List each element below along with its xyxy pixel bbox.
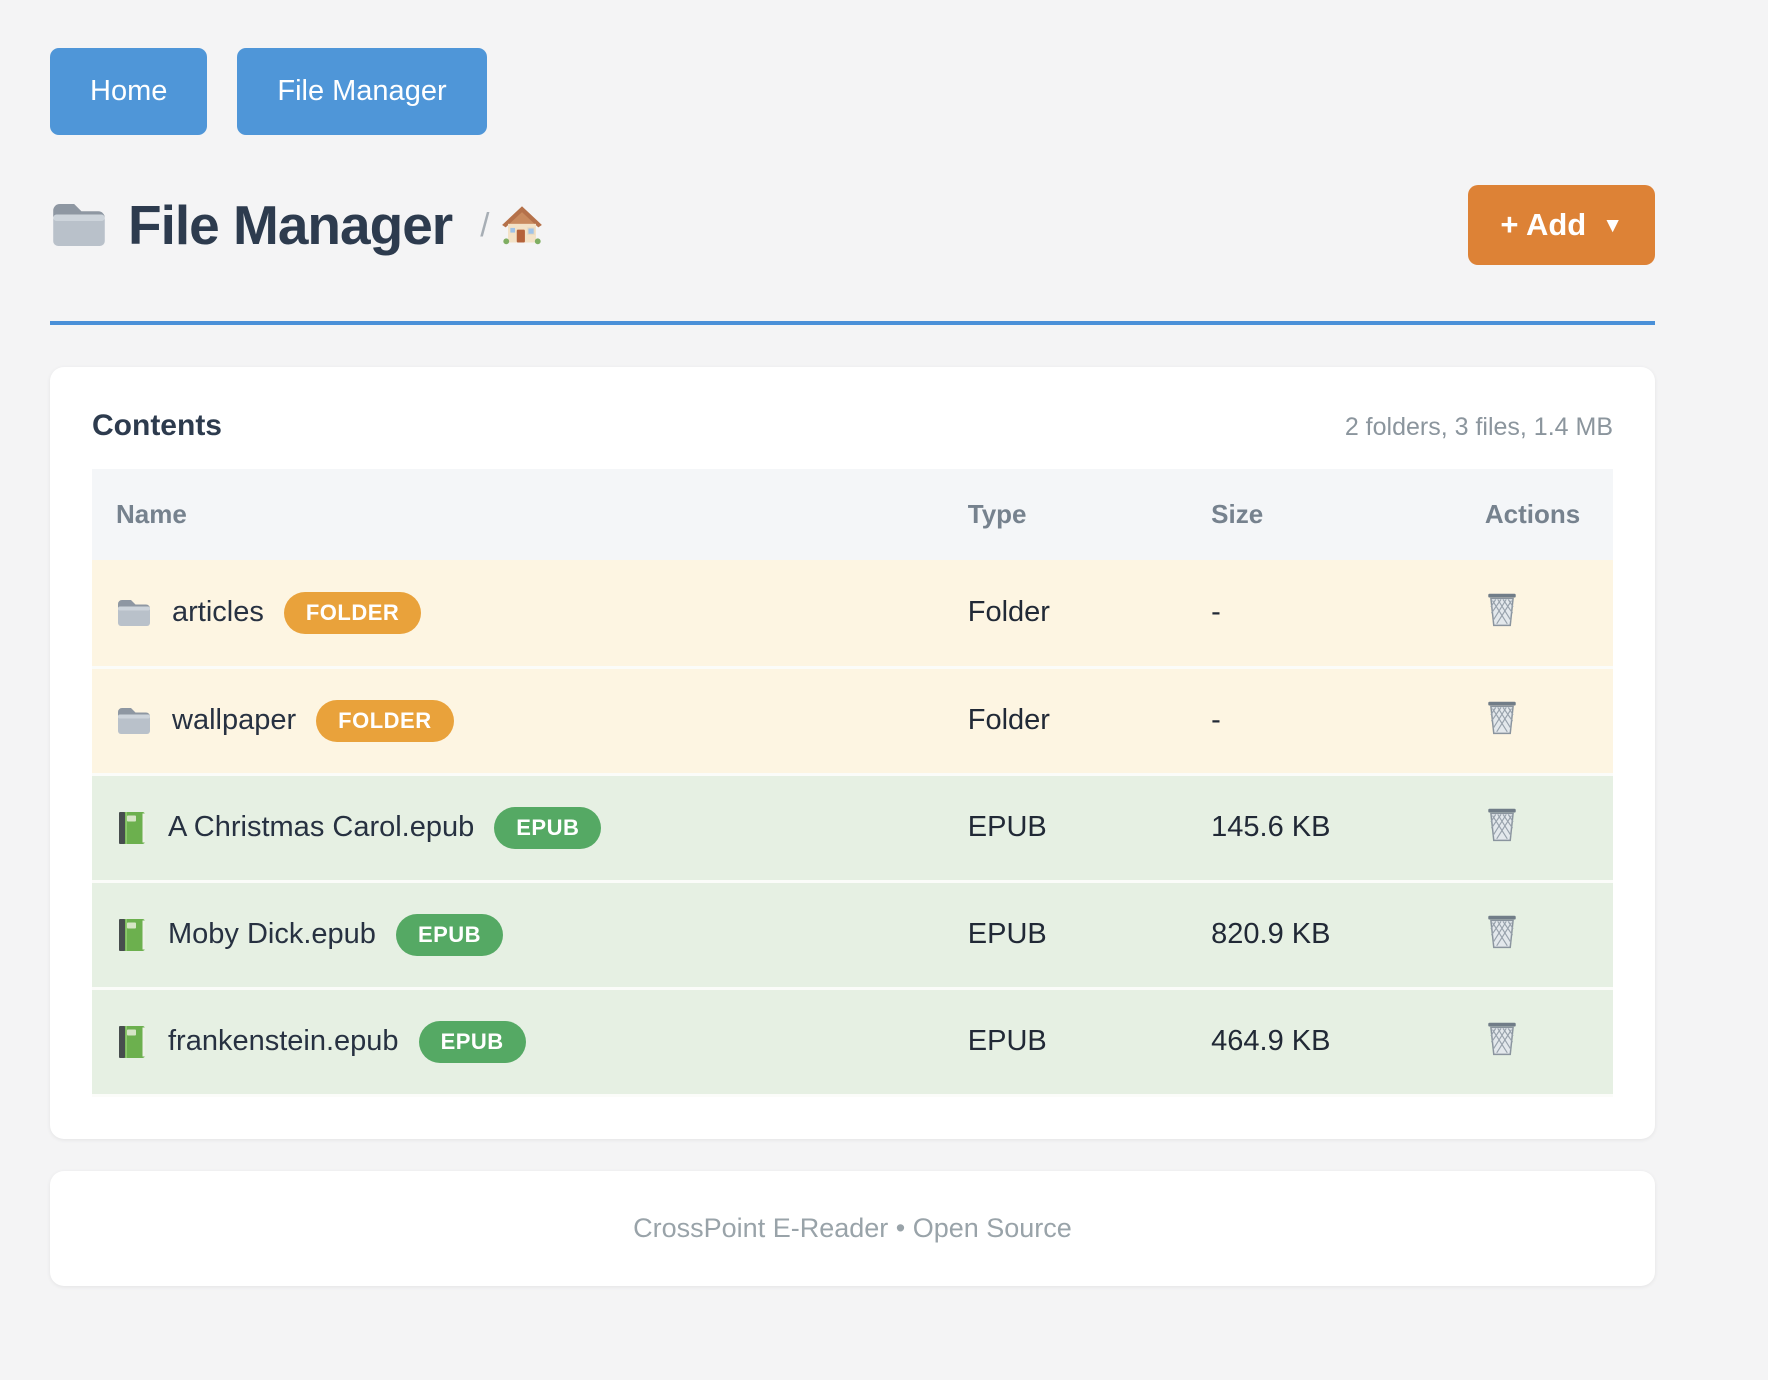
column-header-size: Size — [1187, 469, 1461, 560]
contents-card-header: Contents 2 folders, 3 files, 1.4 MB — [92, 409, 1613, 443]
add-button-label: + Add — [1500, 207, 1587, 242]
top-nav: Home File Manager — [50, 48, 1655, 135]
trash-icon[interactable] — [1485, 590, 1519, 628]
row-name-cell: frankenstein.epub EPUB — [92, 988, 944, 1097]
contents-summary: 2 folders, 3 files, 1.4 MB — [1344, 413, 1613, 441]
table-row[interactable]: wallpaper FOLDER Folder - — [92, 667, 1613, 776]
row-name-label: frankenstein.epub — [168, 1025, 399, 1057]
contents-table-body: articles FOLDER Folder - — [92, 560, 1613, 1097]
row-name-label: wallpaper — [172, 704, 297, 736]
row-size: 145.6 KB — [1187, 774, 1461, 883]
row-type: EPUB — [943, 988, 1188, 1097]
row-name-label: A Christmas Carol.epub — [168, 811, 475, 843]
green-book-icon — [119, 918, 145, 951]
row-name-label: Moby Dick.epub — [168, 918, 376, 950]
home-icon[interactable] — [501, 204, 543, 246]
folder-icon — [53, 204, 105, 246]
row-name-cell: Moby Dick.epub EPUB — [92, 881, 944, 990]
row-size: 820.9 KB — [1187, 881, 1461, 990]
trash-icon[interactable] — [1485, 912, 1519, 950]
table-row[interactable]: frankenstein.epub EPUB EPUB 464.9 KB — [92, 988, 1613, 1097]
row-name-cell: articles FOLDER — [92, 560, 944, 669]
row-type: Folder — [943, 667, 1188, 776]
files-table: Name Type Size Actions articles FOLDER F… — [92, 469, 1613, 1097]
title-row: File Manager / + Add ▼ — [50, 185, 1655, 265]
row-actions-cell — [1460, 881, 1613, 990]
row-size: - — [1187, 667, 1461, 776]
trash-icon[interactable] — [1485, 1019, 1519, 1057]
file-manager-button[interactable]: File Manager — [237, 48, 487, 135]
row-badge: FOLDER — [283, 591, 422, 634]
files-table-header-row: Name Type Size Actions — [92, 469, 1613, 560]
row-badge: EPUB — [494, 806, 602, 849]
column-header-actions: Actions — [1460, 469, 1613, 560]
page: Home File Manager File Manager / + Add — [50, 48, 1655, 1286]
table-row[interactable]: Moby Dick.epub EPUB EPUB 820.9 KB — [92, 881, 1613, 990]
add-button[interactable]: + Add ▼ — [1468, 185, 1655, 265]
row-name-cell: wallpaper FOLDER — [92, 667, 944, 776]
row-actions-cell — [1460, 988, 1613, 1097]
row-size: - — [1187, 560, 1461, 669]
row-badge: FOLDER — [316, 699, 454, 742]
page-title: File Manager — [128, 194, 453, 256]
column-header-name: Name — [92, 469, 944, 560]
contents-card: Contents 2 folders, 3 files, 1.4 MB Name… — [50, 367, 1655, 1139]
row-name-label: articles — [172, 596, 264, 629]
footer: CrossPoint E-Reader • Open Source — [50, 1170, 1655, 1286]
chevron-down-icon: ▼ — [1602, 213, 1623, 237]
trash-icon[interactable] — [1485, 805, 1519, 843]
table-row[interactable]: articles FOLDER Folder - — [92, 560, 1613, 669]
table-row[interactable]: A Christmas Carol.epub EPUB EPUB 145.6 K… — [92, 774, 1613, 883]
row-actions-cell — [1460, 774, 1613, 883]
folder-icon — [118, 707, 150, 734]
row-name-cell: A Christmas Carol.epub EPUB — [92, 774, 944, 883]
row-actions-cell — [1460, 667, 1613, 776]
contents-heading: Contents — [92, 409, 222, 442]
footer-text: CrossPoint E-Reader • Open Source — [633, 1212, 1072, 1243]
column-header-type: Type — [943, 469, 1188, 560]
row-actions-cell — [1460, 560, 1613, 669]
row-size: 464.9 KB — [1187, 988, 1461, 1097]
title-divider — [50, 321, 1655, 325]
row-badge: EPUB — [418, 1020, 526, 1063]
row-type: EPUB — [943, 774, 1188, 883]
home-button[interactable]: Home — [50, 48, 208, 135]
green-book-icon — [119, 1025, 145, 1058]
green-book-icon — [119, 811, 145, 844]
breadcrumb-separator: / — [480, 206, 490, 243]
row-type: Folder — [943, 560, 1188, 669]
row-type: EPUB — [943, 881, 1188, 990]
folder-icon — [118, 599, 150, 626]
trash-icon[interactable] — [1485, 698, 1519, 736]
row-badge: EPUB — [395, 913, 504, 956]
